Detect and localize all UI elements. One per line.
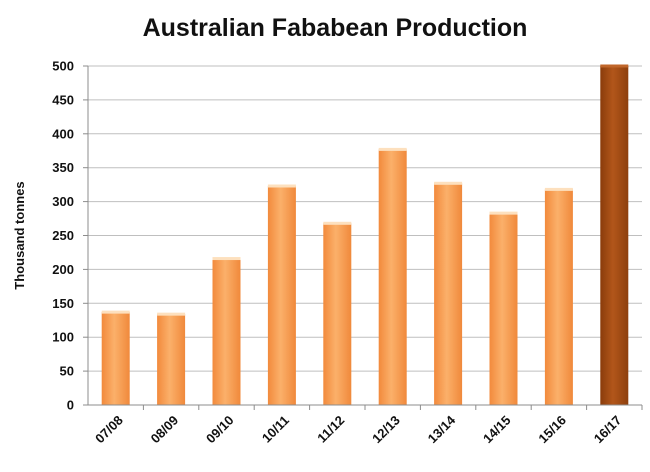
- bar-cap: [544, 187, 573, 191]
- x-tick-label: 08/09: [148, 413, 182, 447]
- bar-14-15: [489, 213, 518, 405]
- y-tick-label: 250: [52, 228, 74, 243]
- bar-cap: [267, 184, 296, 188]
- bar-cap: [489, 211, 518, 215]
- bars: [101, 64, 629, 405]
- y-tick-labels: 0 50 100 150 200 250 300 350 400 450 500: [52, 59, 88, 413]
- bar-12-13: [378, 149, 407, 405]
- x-tick-label: 07/08: [92, 413, 126, 447]
- x-tick-label: 09/10: [203, 413, 237, 447]
- x-tick-label: 14/15: [480, 413, 514, 447]
- y-tick-label: 350: [52, 160, 74, 175]
- y-tick-label: 100: [52, 330, 74, 345]
- bar-16-17: [600, 66, 629, 405]
- gridlines: [88, 65, 642, 372]
- bar-cap: [323, 221, 352, 225]
- bar-10-11: [267, 186, 296, 405]
- x-tick-label: 10/11: [259, 413, 292, 446]
- x-tick-label: 11/12: [314, 413, 347, 446]
- bar-15-16: [544, 189, 573, 405]
- y-axis-title: Thousand tonnes: [12, 181, 27, 289]
- y-tick-label: 400: [52, 126, 74, 141]
- bar-cap: [434, 181, 463, 185]
- bar-cap: [378, 147, 407, 151]
- y-tick-label: 500: [52, 59, 74, 74]
- y-tick-label: 300: [52, 194, 74, 209]
- bar-cap: [212, 257, 241, 261]
- y-tick-label: 150: [52, 296, 74, 311]
- bar-cap: [600, 64, 629, 68]
- bar-11-12: [323, 223, 352, 405]
- x-tick-label: 12/13: [369, 413, 403, 447]
- x-tick-label: 13/14: [425, 412, 459, 446]
- bar-cap: [157, 312, 186, 316]
- x-tick-label: 16/17: [591, 413, 625, 447]
- bar-13-14: [434, 183, 463, 405]
- x-tick-label: 15/16: [535, 413, 569, 447]
- bar-cap: [101, 310, 130, 314]
- y-tick-label: 50: [60, 364, 74, 379]
- y-tick-label: 0: [67, 398, 74, 413]
- bar-07-08: [101, 312, 130, 405]
- y-tick-label: 200: [52, 262, 74, 277]
- bar-08-09: [157, 314, 186, 405]
- bar-09-10: [212, 258, 241, 405]
- y-tick-label: 450: [52, 92, 74, 107]
- x-tick-labels: 07/08 08/09 09/10 10/11 11/12 12/13 13/14 14/15…: [92, 405, 643, 447]
- chart-title: Australian Fababean Production: [142, 14, 528, 42]
